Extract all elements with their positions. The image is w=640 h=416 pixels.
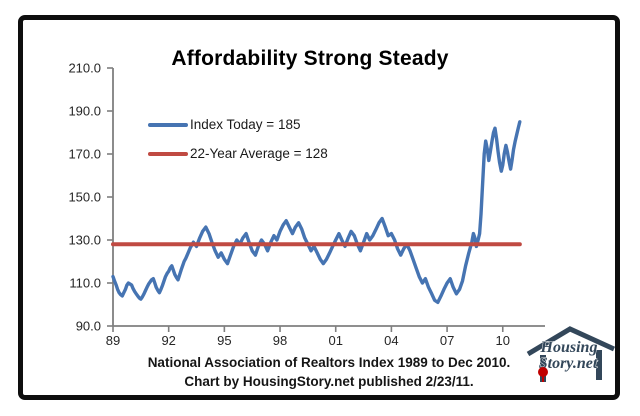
svg-text:04: 04 xyxy=(384,333,398,348)
legend-label-average: 22-Year Average = 128 xyxy=(190,146,328,161)
legend-item-index-today: Index Today = 185 xyxy=(148,110,328,139)
svg-text:89: 89 xyxy=(106,333,120,348)
legend-label-index-today: Index Today = 185 xyxy=(190,117,301,132)
svg-text:95: 95 xyxy=(217,333,231,348)
footnote-credit: Chart by HousingStory.net published 2/23… xyxy=(184,374,474,389)
footnote-source: National Association of Realtors Index 1… xyxy=(147,355,511,370)
chart-footnotes: National Association of Realtors Index 1… xyxy=(94,353,564,391)
svg-text:90.0: 90.0 xyxy=(76,319,101,334)
average-line-swatch xyxy=(148,151,188,156)
index-line-swatch xyxy=(148,122,188,127)
svg-text:10: 10 xyxy=(496,333,510,348)
svg-text:92: 92 xyxy=(161,333,175,348)
svg-text:150.0: 150.0 xyxy=(68,190,101,205)
svg-text:110.0: 110.0 xyxy=(69,276,101,291)
chart-title: Affordability Strong Steady xyxy=(171,47,449,70)
svg-text:Story.net: Story.net xyxy=(539,355,598,372)
svg-text:190.0: 190.0 xyxy=(68,104,101,119)
chart-border-frame xyxy=(18,15,620,400)
svg-text:130.0: 130.0 xyxy=(68,233,101,248)
svg-text:01: 01 xyxy=(328,333,342,348)
svg-text:07: 07 xyxy=(440,333,454,348)
svg-text:170.0: 170.0 xyxy=(68,147,101,162)
legend-item-average: 22-Year Average = 128 xyxy=(148,139,328,168)
chart-legend: Index Today = 185 22-Year Average = 128 xyxy=(148,110,328,168)
svg-text:98: 98 xyxy=(273,333,287,348)
housingstory-logo: HousingStory.net xyxy=(526,326,616,382)
svg-text:210.0: 210.0 xyxy=(68,61,101,76)
svg-text:Housing: Housing xyxy=(540,339,598,356)
